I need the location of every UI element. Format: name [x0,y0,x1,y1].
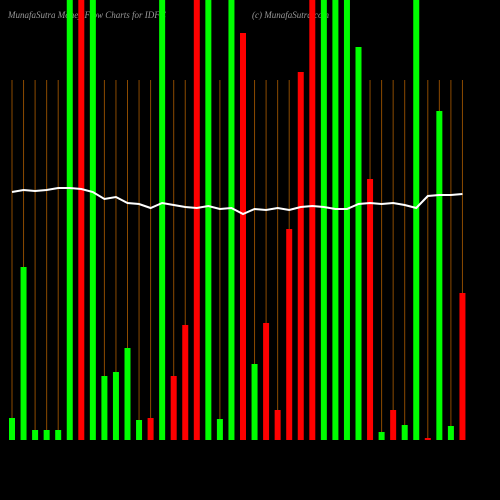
bar [459,293,466,440]
bar [390,410,397,440]
bar [136,420,143,440]
bar [32,430,39,440]
bar [436,111,443,440]
bar [216,419,223,440]
flow-line [11,187,463,216]
bar [367,179,374,440]
bar [401,425,408,440]
bar [240,33,246,440]
bar [378,432,385,440]
bar [20,267,27,440]
bar [43,430,50,440]
bar [101,376,108,440]
bar [447,426,454,440]
bar [182,325,189,440]
bar [205,0,212,440]
bar [89,0,96,440]
bar [274,410,281,440]
bar [9,418,15,440]
bar [424,438,431,440]
chart-title: MunafaSutra Money Flow Charts for IDFC [7,10,167,20]
bar [309,0,316,440]
bar [413,0,420,440]
bar [228,0,235,440]
bar [332,0,339,440]
bar [66,0,73,440]
chart-subtitle: (c) MunafaSutra.com [252,10,329,20]
bar [263,323,270,440]
bar [55,430,62,440]
bar [193,0,200,440]
bar [147,418,154,440]
bar [78,0,85,440]
bar [124,348,131,440]
bar [170,376,177,440]
bar [112,372,119,440]
bar [251,364,258,440]
bar [159,0,166,440]
bar [286,229,293,440]
bar [297,72,304,440]
bar [343,0,350,440]
bar [355,47,362,440]
bar [320,0,327,440]
